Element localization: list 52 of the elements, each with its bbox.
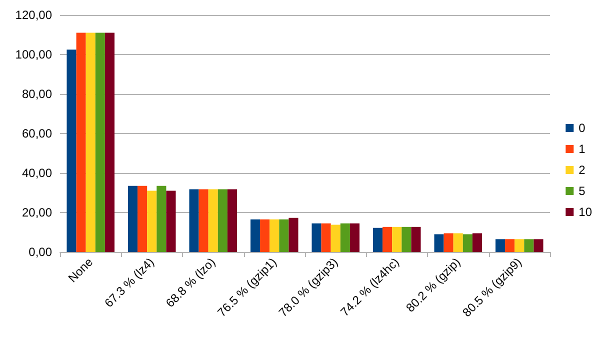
bar [505, 239, 515, 252]
bar [453, 233, 463, 252]
y-tick-label: 40,00 [22, 166, 52, 180]
legend-label: 10 [578, 205, 592, 219]
legend-label: 5 [578, 184, 586, 198]
y-tick-label: 0,00 [28, 245, 52, 259]
bar [321, 223, 331, 252]
bar [411, 226, 421, 252]
y-tick-label: 120,00 [15, 8, 52, 22]
bar [86, 32, 96, 252]
bar [382, 226, 392, 252]
bar [76, 32, 86, 252]
y-tick-label: 60,00 [22, 126, 52, 140]
bar [128, 186, 138, 252]
bar [340, 223, 350, 252]
bar [495, 239, 506, 252]
bar [330, 224, 340, 252]
bar [189, 189, 199, 252]
bar [227, 189, 238, 252]
legend-label: 1 [578, 142, 586, 156]
bar [279, 219, 289, 252]
bar [444, 233, 454, 252]
bar [208, 189, 218, 252]
bar [104, 32, 115, 252]
bar [218, 189, 228, 252]
bar [472, 233, 482, 252]
bar [288, 218, 298, 252]
bar [514, 239, 524, 252]
bar [372, 228, 383, 252]
y-tick-label: 20,00 [22, 206, 52, 220]
y-tick-label: 100,00 [15, 48, 52, 62]
bar [312, 223, 322, 252]
bar [434, 234, 444, 252]
bar [198, 189, 208, 252]
bar [250, 219, 260, 252]
bar [66, 50, 76, 252]
bar [260, 219, 270, 252]
legend-label: 0 [578, 121, 586, 135]
bar [392, 226, 402, 252]
bar [95, 32, 105, 252]
bar [166, 190, 176, 252]
bar [350, 223, 360, 252]
y-tick-label: 80,00 [22, 87, 52, 101]
bar [462, 234, 472, 252]
bar [147, 190, 157, 252]
legend-label: 2 [578, 163, 586, 177]
bar [402, 226, 412, 252]
bar [534, 239, 544, 252]
bar [138, 186, 148, 252]
bar [156, 186, 166, 252]
bar [524, 239, 534, 252]
bar [270, 219, 280, 252]
